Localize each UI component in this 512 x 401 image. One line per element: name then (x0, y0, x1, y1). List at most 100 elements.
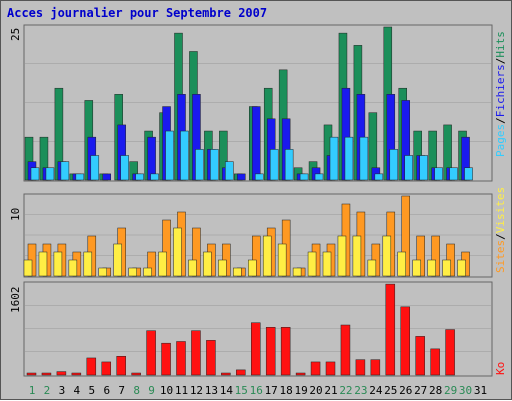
x-label-day-22: 22 (339, 384, 352, 397)
bar-sites-day-25 (382, 235, 392, 277)
bar-ko-day-5 (86, 357, 97, 376)
bar-pages-day-27 (419, 155, 428, 181)
bar-pages-day-18 (284, 149, 294, 181)
bar-ko-day-14 (221, 372, 231, 376)
bar-ko-day-3 (56, 371, 67, 376)
x-label-day-9: 9 (148, 384, 155, 397)
bar-sites-day-23 (352, 235, 362, 277)
bar-ko-day-25 (385, 283, 396, 376)
right-axis-labels: Pages/Fichiers/Hits Sites/Visites Ko (494, 31, 507, 375)
bar-sites-day-27 (412, 259, 421, 277)
bar-ko-day-20 (310, 361, 321, 376)
bar-ko-day-27 (415, 336, 425, 376)
bar-sites-day-15 (233, 267, 242, 277)
x-label-day-24: 24 (369, 384, 383, 397)
x-label-day-20: 20 (309, 384, 322, 397)
scale-label-visites: 10 (9, 208, 22, 221)
x-label-day-19: 19 (294, 384, 307, 397)
bar-ko-day-6 (101, 361, 111, 376)
x-label-day-30: 30 (459, 384, 472, 397)
x-label-day-21: 21 (324, 384, 337, 397)
panel-hits-frames (23, 24, 493, 377)
bar-ko-day-21 (325, 361, 336, 376)
bar-pages-day-14 (225, 161, 234, 181)
bar-sites-day-29 (442, 259, 451, 277)
bars-layer (23, 26, 473, 376)
x-label-day-15: 15 (235, 384, 248, 397)
bar-pages-day-29 (449, 167, 458, 181)
x-label-day-5: 5 (88, 384, 95, 397)
bar-pages-day-24 (374, 173, 384, 181)
x-label-day-28: 28 (429, 384, 442, 397)
bar-sites-day-6 (98, 267, 107, 277)
bar-pages-day-4 (75, 173, 85, 181)
x-label-day-18: 18 (280, 384, 293, 397)
bar-pages-day-9 (150, 173, 159, 181)
bar-sites-day-26 (397, 251, 406, 277)
bar-pages-day-22 (344, 136, 354, 181)
bar-pages-day-12 (195, 149, 204, 181)
bar-sites-day-14 (218, 259, 227, 277)
x-label-day-4: 4 (74, 384, 81, 397)
bar-sites-day-13 (203, 251, 212, 277)
bar-pages-day-11 (180, 130, 189, 181)
bar-ko-day-28 (430, 348, 440, 376)
right-label-pages-fichiers-hits: Pages/Fichiers/Hits (494, 31, 507, 157)
bar-ko-day-10 (161, 342, 171, 376)
bar-sites-day-28 (427, 259, 436, 277)
bar-pages-day-16 (255, 173, 264, 181)
bar-pages-day-10 (165, 130, 174, 181)
bar-sites-day-4 (68, 259, 78, 277)
bar-sites-day-10 (158, 251, 167, 277)
bar-pages-day-3 (60, 161, 70, 181)
x-label-day-29: 29 (444, 384, 457, 397)
bar-ko-day-22 (340, 324, 351, 376)
bar-sites-day-7 (113, 243, 122, 277)
bar-ko-day-1 (26, 372, 37, 376)
bar-pages-day-1 (30, 167, 40, 181)
bar-ko-day-19 (295, 372, 306, 376)
x-label-day-17: 17 (265, 384, 278, 397)
bar-pages-day-2 (45, 167, 55, 181)
bar-ko-day-2 (41, 372, 52, 376)
x-label-day-2: 2 (44, 384, 51, 397)
x-label-day-12: 12 (190, 384, 203, 397)
scale-label-hits: 25 (9, 28, 22, 41)
x-label-day-23: 23 (354, 384, 367, 397)
bar-sites-day-2 (38, 251, 48, 277)
bar-sites-day-22 (337, 235, 347, 277)
bar-sites-day-24 (367, 259, 377, 277)
bar-sites-day-8 (128, 267, 137, 277)
bar-pages-day-20 (314, 173, 324, 181)
x-label-day-7: 7 (118, 384, 125, 397)
bar-fichiers-day-9 (147, 136, 156, 181)
bar-ko-day-11 (176, 341, 186, 376)
bar-ko-day-29 (445, 329, 455, 376)
bar-sites-day-16 (248, 259, 257, 277)
bar-ko-day-16 (251, 322, 261, 376)
bar-sites-day-19 (292, 267, 302, 277)
x-label-day-13: 13 (205, 384, 218, 397)
bar-sites-day-20 (307, 251, 317, 277)
bar-ko-day-23 (355, 359, 366, 376)
bar-ko-day-17 (265, 327, 276, 376)
bar-ko-day-8 (131, 372, 141, 376)
bar-sites-day-12 (188, 259, 197, 277)
bar-pages-day-21 (329, 136, 339, 181)
chart-title: Acces journalier pour Septembre 2007 (7, 6, 267, 20)
bar-pages-day-25 (389, 149, 399, 181)
bar-pages-day-26 (404, 155, 413, 181)
x-label-day-6: 6 (103, 384, 110, 397)
bar-fichiers-day-6 (102, 173, 111, 181)
bar-sites-day-18 (277, 243, 287, 277)
x-label-day-27: 27 (414, 384, 427, 397)
x-label-day-3: 3 (59, 384, 66, 397)
bar-ko-day-26 (400, 306, 410, 376)
x-label-day-11: 11 (175, 384, 188, 397)
bar-pages-day-5 (90, 155, 100, 181)
bar-ko-day-24 (370, 359, 381, 376)
scale-label-ko: 1602 (9, 287, 22, 314)
bar-sites-day-3 (53, 251, 63, 277)
bar-pages-day-30 (464, 167, 473, 181)
